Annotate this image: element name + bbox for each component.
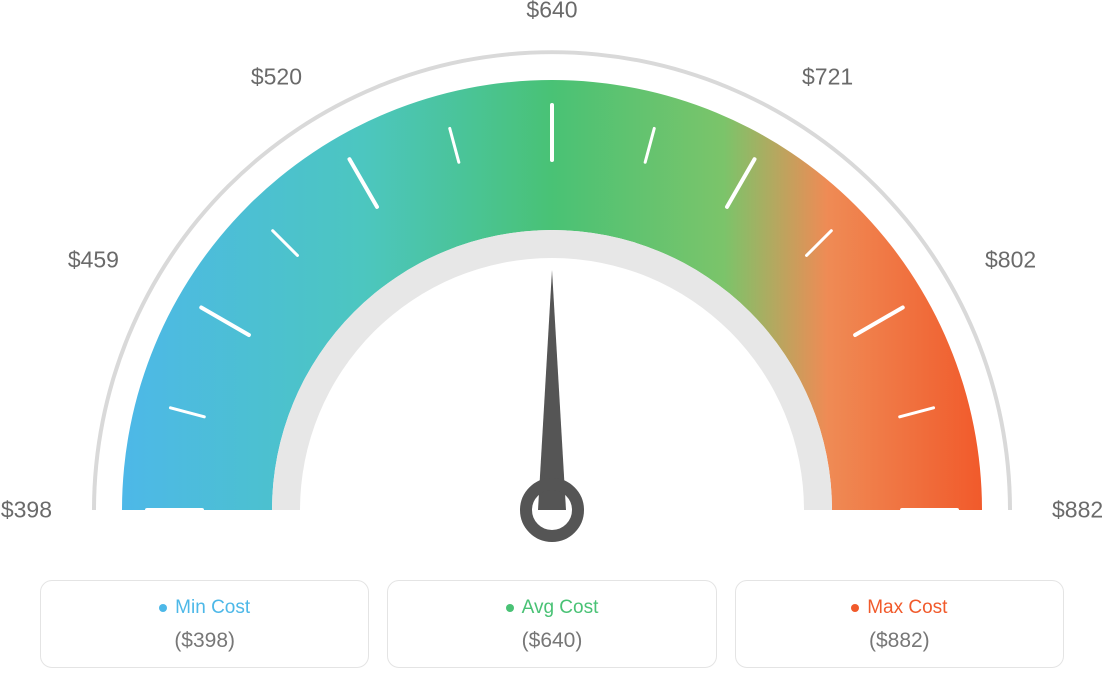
gauge-tick-label: $398 xyxy=(1,497,52,524)
legend-title-avg: Avg Cost xyxy=(506,597,599,619)
legend-label-max: Max Cost xyxy=(867,597,947,619)
cost-gauge: $398 $459 $520 $640 $721 $802 $882 xyxy=(0,0,1104,560)
legend-card-max: Max Cost ($882) xyxy=(735,580,1064,668)
gauge-tick-label: $802 xyxy=(985,247,1036,274)
gauge-tick-label: $520 xyxy=(251,63,302,90)
legend-dot-avg xyxy=(506,604,514,612)
legend-dot-min xyxy=(159,604,167,612)
gauge-tick-label: $882 xyxy=(1052,497,1103,524)
gauge-tick-label: $640 xyxy=(526,0,577,24)
legend-card-min: Min Cost ($398) xyxy=(40,580,369,668)
gauge-svg xyxy=(0,0,1104,560)
legend-value-max: ($882) xyxy=(746,629,1053,653)
legend-card-avg: Avg Cost ($640) xyxy=(387,580,716,668)
legend-value-avg: ($640) xyxy=(398,629,705,653)
legend-label-min: Min Cost xyxy=(175,597,250,619)
legend-value-min: ($398) xyxy=(51,629,358,653)
gauge-tick-label: $721 xyxy=(802,63,853,90)
gauge-tick-label: $459 xyxy=(68,247,119,274)
legend-title-min: Min Cost xyxy=(159,597,250,619)
legend-title-max: Max Cost xyxy=(851,597,947,619)
legend-label-avg: Avg Cost xyxy=(522,597,599,619)
legend-dot-max xyxy=(851,604,859,612)
legend-row: Min Cost ($398) Avg Cost ($640) Max Cost… xyxy=(40,580,1064,668)
